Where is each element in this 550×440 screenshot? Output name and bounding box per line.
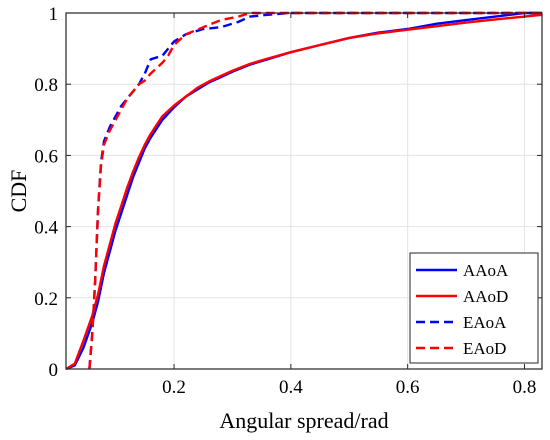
y-axis-label: CDF <box>6 170 31 213</box>
x-axis-label: Angular spread/rad <box>219 408 388 433</box>
legend-label-eaod: EAoD <box>463 339 506 358</box>
legend: AAoA AAoD EAoA EAoD <box>409 252 539 364</box>
y-tick-label: 0.4 <box>34 218 58 239</box>
x-tick-label: 0.2 <box>162 377 186 398</box>
y-tick-label: 1 <box>49 4 59 25</box>
tick-labels: 0.2 0.4 0.6 0.8 0 0.2 0.4 0.6 0.8 1 <box>34 4 536 398</box>
plot-frame <box>65 12 543 370</box>
legend-box <box>409 252 539 364</box>
tick-marks <box>66 12 542 370</box>
y-tick-label: 0 <box>49 360 59 381</box>
y-tick-label: 0.8 <box>34 75 58 96</box>
series-line-eaod <box>88 11 542 370</box>
x-tick-label: 0.8 <box>513 377 537 398</box>
legend-label-eaoa: EAoA <box>463 313 507 332</box>
y-tick-label: 0.2 <box>34 289 58 310</box>
x-tick-label: 0.4 <box>279 377 303 398</box>
legend-label-aaoa: AAoA <box>463 261 509 280</box>
legend-label-aaod: AAoD <box>463 287 508 306</box>
series-line-aaod <box>65 13 543 371</box>
y-tick-label: 0.6 <box>34 146 58 167</box>
x-tick-label: 0.6 <box>396 377 420 398</box>
